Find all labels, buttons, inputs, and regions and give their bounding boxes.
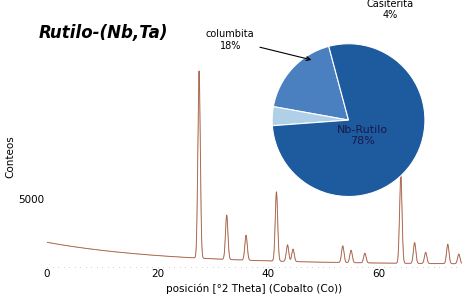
Wedge shape bbox=[273, 46, 349, 120]
Text: Rutilo-(Nb,Ta): Rutilo-(Nb,Ta) bbox=[39, 24, 168, 42]
Text: columbita
18%: columbita 18% bbox=[206, 29, 310, 61]
Wedge shape bbox=[272, 44, 425, 197]
X-axis label: posición [°2 Theta] (Cobalto (Co)): posición [°2 Theta] (Cobalto (Co)) bbox=[166, 284, 342, 294]
Wedge shape bbox=[272, 107, 349, 126]
Y-axis label: Conteos: Conteos bbox=[6, 136, 16, 178]
Text: Casiterita
4%: Casiterita 4% bbox=[367, 0, 414, 20]
Text: Nb-Rutilo
78%: Nb-Rutilo 78% bbox=[337, 125, 388, 146]
